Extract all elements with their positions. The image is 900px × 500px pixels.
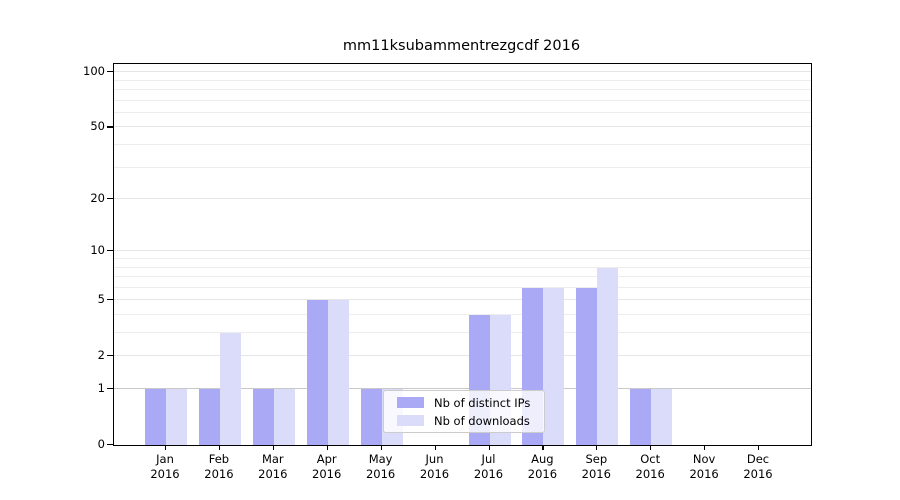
x-tick-label-jun: Jun 2016 xyxy=(419,452,450,481)
x-tick-mark-jun xyxy=(434,445,436,450)
x-tick-mark-feb xyxy=(218,445,221,450)
bar-downloads-apr xyxy=(327,300,349,445)
x-tick-label-feb: Feb 2016 xyxy=(204,452,234,481)
y-tick-mark-10 xyxy=(107,250,113,252)
x-tick-mark-apr xyxy=(326,445,328,450)
gridline-y-50 xyxy=(114,126,811,128)
bar-downloads-oct xyxy=(651,389,673,445)
legend-item-ips: Nb of distinct IPs xyxy=(397,395,544,410)
y-tick-mark-0 xyxy=(107,444,113,446)
gridline-y-30 xyxy=(114,166,811,168)
bar-downloads-aug xyxy=(543,287,565,445)
x-tick-mark-aug xyxy=(542,445,544,450)
gridline-y-10 xyxy=(114,250,811,252)
gridline-y-70 xyxy=(114,99,811,101)
x-tick-label-jan: Jan 2016 xyxy=(150,452,180,481)
x-tick-mark-nov xyxy=(704,445,706,450)
x-tick-label-may: May 2016 xyxy=(365,452,396,481)
y-tick-mark-100 xyxy=(107,71,113,73)
legend-item-downloads: Nb of downloads xyxy=(397,413,544,428)
bar-ips-may xyxy=(360,389,382,445)
x-tick-label-jul: Jul 2016 xyxy=(473,452,504,481)
y-tick-label-20: 20 xyxy=(90,191,105,206)
y-tick-label-5: 5 xyxy=(97,292,105,307)
bar-ips-feb xyxy=(198,389,220,445)
x-tick-mark-jan xyxy=(165,445,167,450)
y-tick-label-2: 2 xyxy=(97,348,105,363)
y-tick-mark-20 xyxy=(107,198,113,200)
y-tick-mark-5 xyxy=(107,299,113,301)
x-tick-mark-mar xyxy=(272,445,274,450)
x-tick-label-nov: Nov 2016 xyxy=(689,452,719,481)
x-tick-mark-sep xyxy=(596,445,598,450)
gridline-y-3 xyxy=(114,332,811,333)
bar-ips-oct xyxy=(630,389,652,445)
gridline-y-7 xyxy=(114,276,811,277)
gridline-y-5 xyxy=(114,299,811,301)
y-tick-label-0: 0 xyxy=(97,437,105,451)
bar-ips-mar xyxy=(252,389,274,445)
gridline-y-100 xyxy=(114,71,811,73)
x-tick-label-apr: Apr 2016 xyxy=(312,452,342,481)
plot-area xyxy=(113,63,812,446)
y-tick-label-50: 50 xyxy=(90,119,105,134)
bar-ips-sep xyxy=(576,287,598,445)
bar-downloads-sep xyxy=(597,267,619,445)
x-tick-label-aug: Aug 2016 xyxy=(527,452,558,481)
legend: Nb of distinct IPs Nb of downloads xyxy=(383,390,545,433)
legend-label-downloads: Nb of downloads xyxy=(434,413,530,428)
gridline-y-80 xyxy=(114,89,811,90)
bar-downloads-jan xyxy=(166,389,187,445)
gridline-y-4 xyxy=(114,314,811,315)
x-tick-mark-may xyxy=(380,445,382,450)
gridline-y-2 xyxy=(114,355,811,357)
legend-label-ips: Nb of distinct IPs xyxy=(434,395,531,410)
x-tick-mark-jul xyxy=(488,445,490,450)
y-tick-label-100: 100 xyxy=(83,64,105,79)
bar-downloads-feb xyxy=(219,333,241,445)
gridline-y-20 xyxy=(114,198,811,200)
gridline-y-40 xyxy=(114,144,811,145)
x-tick-label-mar: Mar 2016 xyxy=(258,452,288,481)
x-tick-label-sep: Sep 2016 xyxy=(581,452,611,481)
bar-downloads-mar xyxy=(273,389,295,445)
y-tick-label-10: 10 xyxy=(90,243,105,258)
gridline-y-6 xyxy=(114,286,811,288)
gridline-y-1 xyxy=(114,388,811,389)
gridline-y-90 xyxy=(114,79,811,81)
y-tick-mark-2 xyxy=(107,355,113,357)
bar-ips-apr xyxy=(306,300,328,445)
x-tick-label-dec: Dec 2016 xyxy=(743,452,773,481)
x-tick-label-oct: Oct 2016 xyxy=(635,452,665,481)
chart-title: mm11ksubammentrezgcdf 2016 xyxy=(342,38,581,54)
y-tick-mark-50 xyxy=(107,126,113,128)
y-tick-mark-1 xyxy=(107,388,113,390)
x-tick-mark-dec xyxy=(758,445,760,450)
legend-swatch-downloads-icon xyxy=(397,415,424,426)
gridline-y-60 xyxy=(114,111,811,113)
x-tick-mark-oct xyxy=(650,445,652,450)
gridline-y-9 xyxy=(114,258,811,259)
bar-ips-jan xyxy=(145,389,166,445)
gridline-y-8 xyxy=(114,266,811,268)
y-tick-label-1: 1 xyxy=(97,381,105,395)
legend-swatch-ips-icon xyxy=(397,397,424,408)
